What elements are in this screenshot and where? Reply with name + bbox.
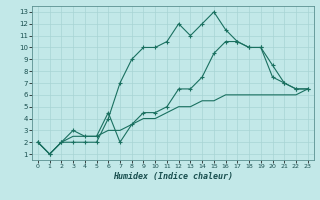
X-axis label: Humidex (Indice chaleur): Humidex (Indice chaleur) (113, 172, 233, 181)
